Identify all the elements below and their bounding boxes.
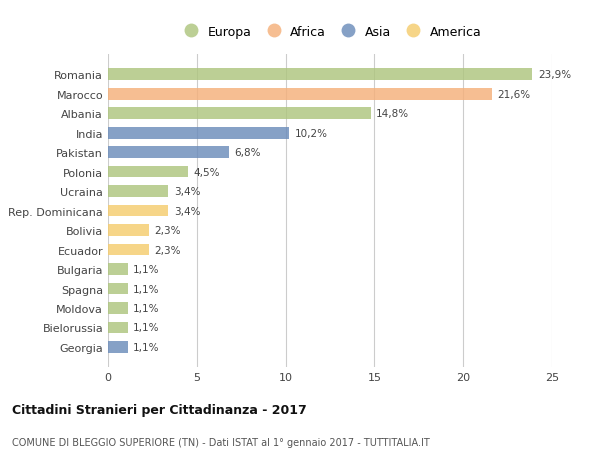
Text: 23,9%: 23,9% [538,70,571,80]
Text: 3,4%: 3,4% [174,206,200,216]
Bar [108,186,169,197]
Text: 1,1%: 1,1% [133,323,160,333]
Legend: Europa, Africa, Asia, America: Europa, Africa, Asia, America [173,21,487,44]
Bar [108,225,149,236]
Text: 14,8%: 14,8% [376,109,409,119]
Text: 4,5%: 4,5% [193,167,220,177]
Bar [108,167,188,178]
Text: COMUNE DI BLEGGIO SUPERIORE (TN) - Dati ISTAT al 1° gennaio 2017 - TUTTITALIA.IT: COMUNE DI BLEGGIO SUPERIORE (TN) - Dati … [12,437,430,447]
Bar [108,108,371,120]
Bar [108,302,128,314]
Bar [108,128,289,139]
Bar [108,341,128,353]
Text: 1,1%: 1,1% [133,264,160,274]
Bar [108,205,169,217]
Bar [108,147,229,159]
Text: 6,8%: 6,8% [234,148,260,158]
Text: 2,3%: 2,3% [154,245,181,255]
Bar [108,263,128,275]
Bar [108,322,128,334]
Bar [108,89,491,101]
Text: 3,4%: 3,4% [174,187,200,197]
Text: 21,6%: 21,6% [497,90,530,100]
Bar [108,244,149,256]
Text: 1,1%: 1,1% [133,303,160,313]
Bar [108,283,128,295]
Text: 2,3%: 2,3% [154,225,181,235]
Text: 1,1%: 1,1% [133,284,160,294]
Text: 10,2%: 10,2% [295,129,328,139]
Text: 1,1%: 1,1% [133,342,160,352]
Text: Cittadini Stranieri per Cittadinanza - 2017: Cittadini Stranieri per Cittadinanza - 2… [12,403,307,416]
Bar [108,69,532,81]
